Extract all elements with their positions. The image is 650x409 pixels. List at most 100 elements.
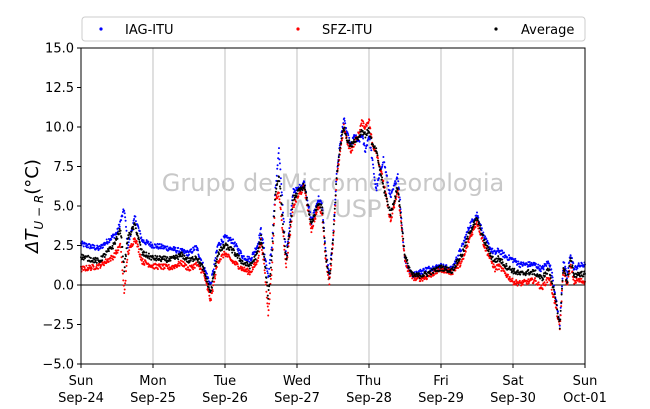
data-point xyxy=(399,212,402,214)
data-point xyxy=(287,242,289,245)
data-point xyxy=(335,183,338,186)
data-point xyxy=(418,277,421,280)
data-point xyxy=(119,242,122,245)
data-point xyxy=(426,277,428,280)
data-point xyxy=(199,267,202,270)
data-point xyxy=(367,127,370,130)
data-point xyxy=(215,249,218,252)
data-point xyxy=(181,255,184,257)
data-point xyxy=(458,258,461,260)
data-point xyxy=(271,237,274,240)
data-point xyxy=(223,246,226,249)
data-point xyxy=(237,254,240,257)
data-point xyxy=(309,218,312,221)
data-point xyxy=(572,278,575,281)
data-point xyxy=(580,262,583,265)
data-point xyxy=(383,191,386,194)
data-point xyxy=(537,263,540,266)
data-point xyxy=(561,287,563,290)
data-point xyxy=(456,264,459,267)
data-point xyxy=(566,283,569,286)
data-point xyxy=(464,235,467,238)
data-point xyxy=(142,261,145,263)
data-point xyxy=(144,243,147,246)
y-axis-label-unit: (°C) xyxy=(22,159,43,195)
data-point xyxy=(139,232,142,235)
data-point xyxy=(387,213,390,216)
data-point xyxy=(201,268,204,271)
data-point xyxy=(383,161,386,164)
data-point xyxy=(289,212,292,215)
data-point xyxy=(551,293,554,296)
data-point xyxy=(219,242,222,245)
data-point xyxy=(500,269,503,272)
data-point xyxy=(331,248,334,251)
data-point xyxy=(317,195,320,198)
data-point xyxy=(118,228,121,230)
data-point xyxy=(565,278,568,281)
data-point xyxy=(303,181,306,184)
data-point xyxy=(330,253,333,255)
data-point xyxy=(279,208,282,211)
data-point xyxy=(514,257,517,260)
data-point xyxy=(498,268,500,271)
data-point xyxy=(171,268,174,271)
data-point xyxy=(177,258,180,261)
y-tick-label: −2.5 xyxy=(42,318,74,333)
data-point xyxy=(351,145,354,148)
data-point xyxy=(269,272,272,275)
data-point xyxy=(579,275,581,278)
data-point xyxy=(276,167,279,170)
data-point xyxy=(374,183,377,186)
data-point xyxy=(418,272,420,275)
data-point xyxy=(115,252,118,255)
data-point xyxy=(312,224,315,227)
data-point xyxy=(379,168,382,171)
data-point xyxy=(125,225,127,228)
data-point xyxy=(462,243,465,246)
data-point xyxy=(160,267,163,270)
data-point xyxy=(267,289,270,291)
x-grid xyxy=(152,48,514,364)
data-point xyxy=(260,234,262,237)
data-point xyxy=(386,174,388,177)
data-point xyxy=(206,272,208,275)
data-point xyxy=(363,142,366,145)
data-point xyxy=(192,246,195,249)
data-point xyxy=(156,268,159,271)
data-point xyxy=(482,231,485,234)
data-point xyxy=(272,224,275,227)
data-point xyxy=(203,270,206,273)
data-point xyxy=(211,286,213,289)
data-point xyxy=(379,173,382,176)
data-point xyxy=(233,241,236,244)
data-point xyxy=(463,253,466,255)
data-point xyxy=(156,255,159,258)
data-point xyxy=(149,241,152,244)
data-point xyxy=(561,277,564,280)
data-point xyxy=(305,191,307,194)
data-point xyxy=(286,254,289,257)
data-point xyxy=(211,272,214,275)
x-tick-label-date: Sep-24 xyxy=(58,391,104,406)
data-point xyxy=(113,256,116,259)
data-point xyxy=(335,177,338,180)
data-point xyxy=(476,215,479,217)
data-point xyxy=(375,147,378,150)
legend-box xyxy=(81,16,586,42)
x-tick-label-day: Sat xyxy=(502,374,523,389)
data-point xyxy=(539,270,542,273)
data-point xyxy=(215,260,218,263)
data-point xyxy=(334,204,337,207)
data-point xyxy=(406,262,409,265)
data-point xyxy=(486,239,489,242)
data-point xyxy=(445,264,448,267)
data-point xyxy=(123,266,126,269)
data-point xyxy=(489,247,492,250)
data-point xyxy=(285,266,288,269)
data-point xyxy=(125,261,128,264)
data-point xyxy=(283,238,286,240)
data-point xyxy=(188,253,190,256)
data-point xyxy=(345,134,348,136)
data-point xyxy=(256,259,259,262)
